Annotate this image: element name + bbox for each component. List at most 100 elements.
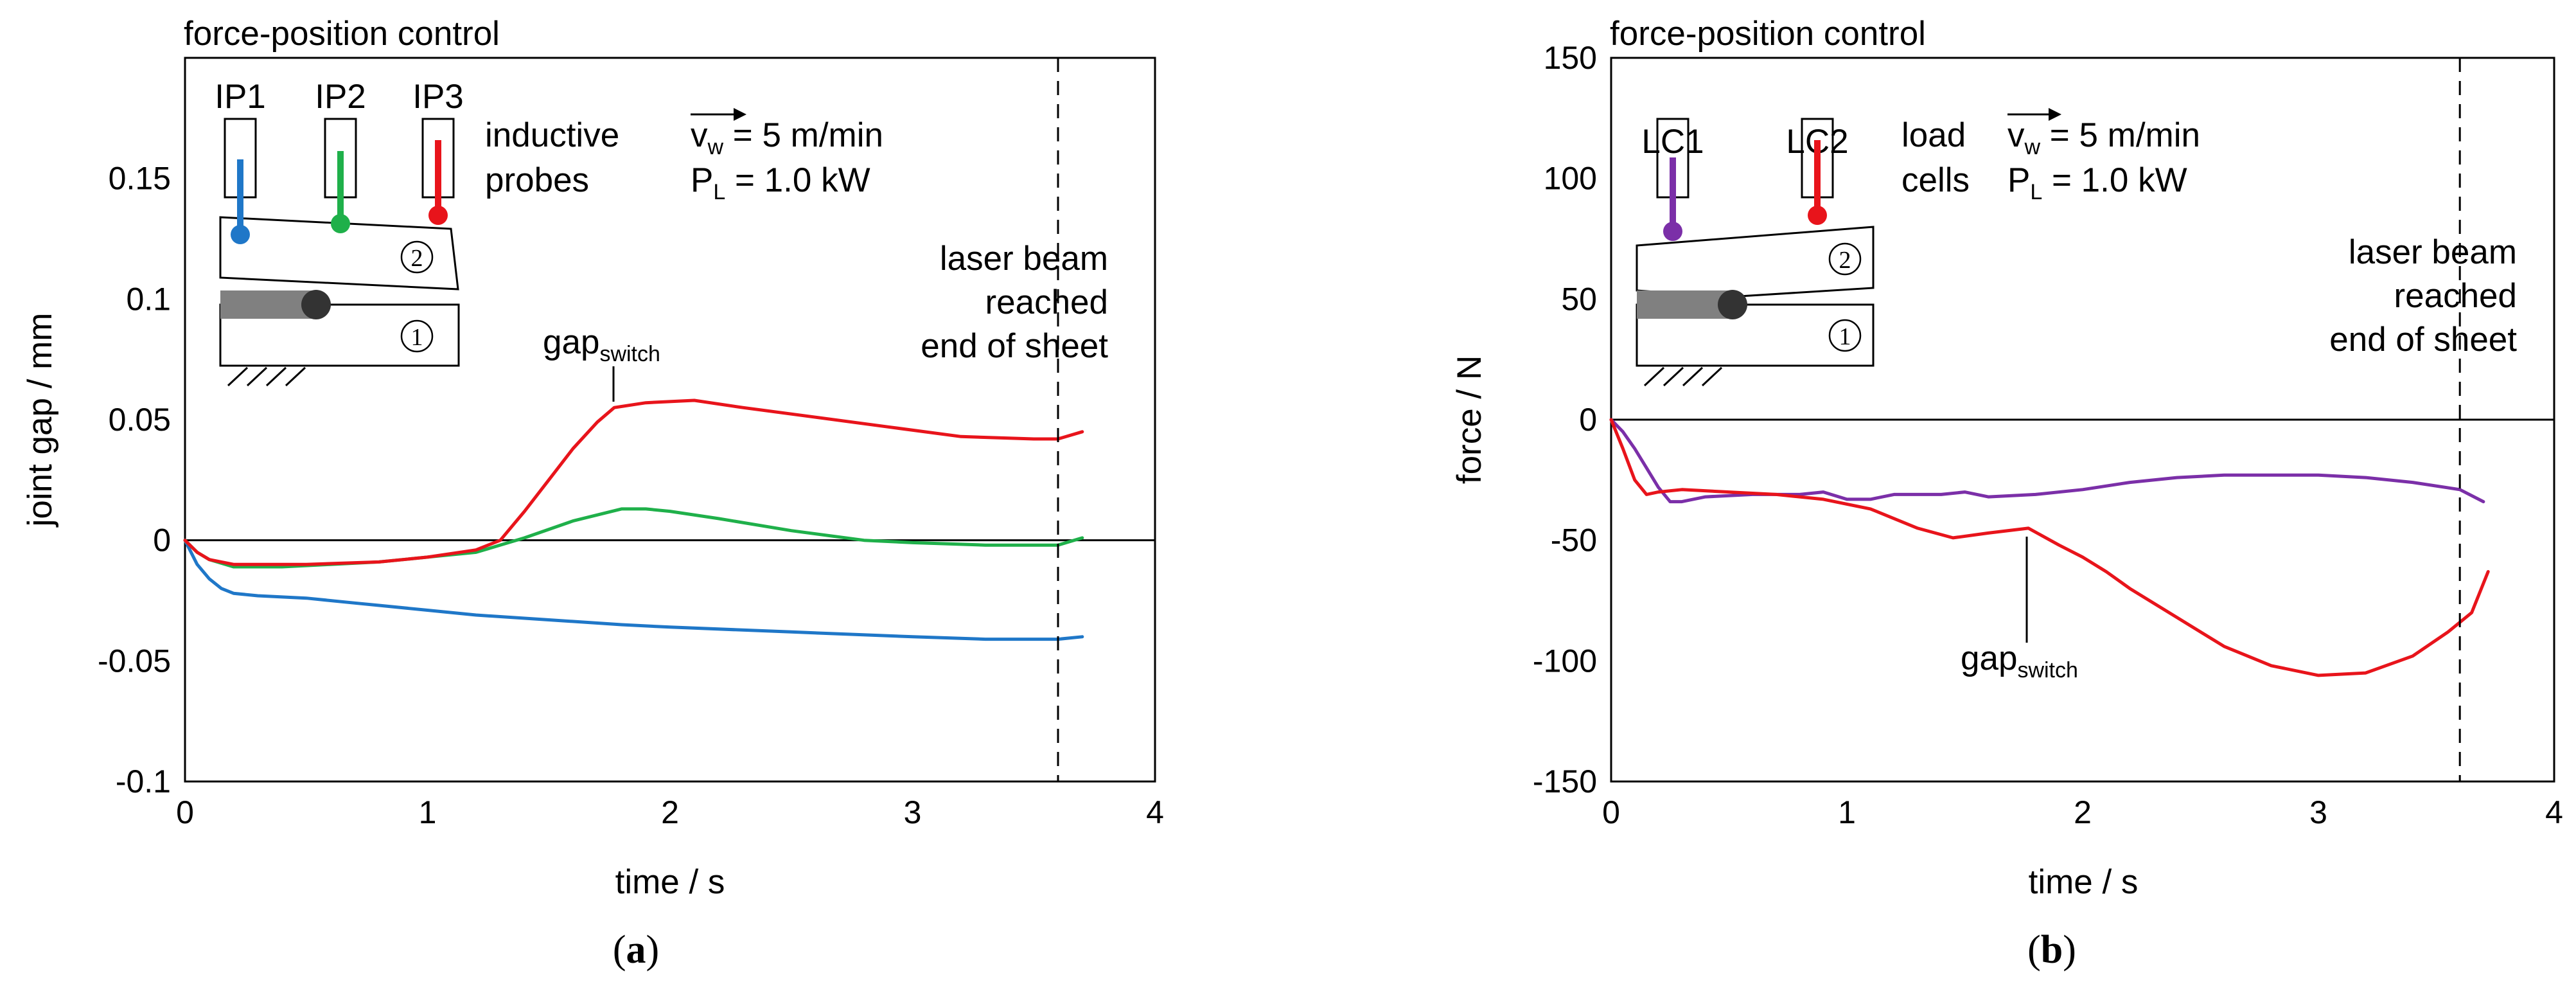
panel-a-y-tick-label: 0.05 bbox=[109, 402, 171, 438]
panel-b-end-note-line3: end of sheet bbox=[2329, 321, 2517, 359]
panel-b-fixture-hatch-1 bbox=[1643, 366, 1665, 387]
panel-a-power-value: = 1.0 kW bbox=[725, 161, 870, 199]
panel-b-sensor-1-tip bbox=[1663, 222, 1682, 241]
panel-a-velocity-sub: w bbox=[707, 135, 724, 159]
panel-a-sensor-2-label: IP2 bbox=[315, 78, 366, 116]
panel-b-velocity-value: = 5 m/min bbox=[2040, 116, 2200, 154]
panel-b-y-tick-label: 150 bbox=[1544, 40, 1597, 76]
panel-b-sensor-desc-line2: cells bbox=[1901, 161, 1970, 199]
panel-a-x-tick-label: 3 bbox=[904, 794, 922, 830]
panel-b-y-tick-label: -50 bbox=[1551, 522, 1597, 558]
panel-a-sheet-1-marker bbox=[400, 319, 434, 353]
panel-b-x-tick-label: 1 bbox=[1838, 794, 1856, 830]
panel-b-y-axis-label: force / N bbox=[1451, 355, 1488, 484]
panel-b-caption-letter: b bbox=[2041, 928, 2063, 972]
panel-a-power-sub: L bbox=[713, 180, 725, 204]
panel-a-sensor-1-tip bbox=[231, 225, 250, 244]
panel-b-x-tick-label: 0 bbox=[1602, 794, 1620, 830]
panel-a-y-tick-label: 0.1 bbox=[126, 281, 171, 317]
panel-a-weld-head bbox=[301, 290, 331, 319]
panel-b-upper-sheet bbox=[1636, 226, 1875, 298]
panel-a-sensor-3-tip bbox=[428, 206, 448, 225]
panel-b-gap-switch-label: gapswitch bbox=[1961, 639, 2078, 683]
panel-a-y-tick-label: -0.1 bbox=[116, 763, 171, 799]
panel-a-fixture-hatch-2 bbox=[246, 366, 268, 387]
panel-b-title: force-position control bbox=[1610, 15, 1926, 53]
panel-a-caption-letter: a bbox=[626, 928, 646, 972]
panel-b-y-tick-label: -100 bbox=[1533, 643, 1597, 679]
panel-a-x-axis-label: time / s bbox=[615, 863, 725, 901]
panel-b-sheet-2-number: 2 bbox=[1839, 247, 1851, 274]
panel-b-x-tick-label: 2 bbox=[2074, 794, 2092, 830]
panel-a-sensor-desc-line1: inductive bbox=[485, 116, 619, 154]
panel-b-x-tick-label: 4 bbox=[2545, 794, 2563, 830]
panel-b-velocity-sub: w bbox=[2024, 135, 2041, 159]
panel-a-sheet-1-number: 1 bbox=[411, 324, 423, 351]
panel-a-y-ticks: -0.1 -0.05 0 0.05 0.1 0.15 bbox=[98, 161, 171, 799]
panel-b-sensor-desc-line1: load bbox=[1901, 116, 1966, 154]
panel-b-y-ticks: -150 -100 -50 0 50 100 150 bbox=[1533, 40, 1597, 799]
panel-a-fixture-hatch-1 bbox=[227, 366, 249, 387]
panel-a-velocity-label: vw = 5 m/min bbox=[691, 116, 883, 159]
panel-a-end-note-line2: reached bbox=[985, 283, 1108, 321]
panel-b-gap-switch-base: gap bbox=[1961, 639, 2017, 677]
panel-b-y-tick-label: -150 bbox=[1533, 763, 1597, 799]
panel-a-gap-switch-label: gapswitch bbox=[543, 323, 660, 366]
panel-b-power-sub: L bbox=[2030, 180, 2042, 204]
panel-a-velocity-value: = 5 m/min bbox=[723, 116, 883, 154]
panel-a-x-tick-label: 4 bbox=[1146, 794, 1164, 830]
panel-a-y-tick-label: -0.05 bbox=[98, 643, 171, 679]
panel-a-fixture-hatch-4 bbox=[285, 366, 306, 387]
panel-a-y-tick-label: 0 bbox=[153, 522, 171, 558]
panel-a-upper-sheet bbox=[219, 216, 459, 290]
panel-b-weld-head bbox=[1718, 290, 1747, 319]
panel-a-series-ip1-line bbox=[183, 539, 1084, 641]
panel-b-power-value: = 1.0 kW bbox=[2042, 161, 2187, 199]
panel-a-y-axis-label: joint gap / mm bbox=[21, 313, 59, 528]
panel-a-sheet-2-number: 2 bbox=[411, 245, 423, 272]
panel-a-x-tick-label: 2 bbox=[661, 794, 679, 830]
panel-a-x-tick-label: 1 bbox=[419, 794, 437, 830]
panel-a-sensor-2-tip bbox=[331, 214, 350, 233]
panel-a-gap-switch-sub: switch bbox=[599, 342, 660, 366]
panel-b: force-position control -150 -100 -50 0 50 100… bbox=[1451, 15, 2563, 972]
panel-a-power-base: P bbox=[691, 161, 713, 199]
panel-a-velocity-base: v bbox=[691, 116, 708, 154]
panel-a-sensor-schematic: inductive probes 2 1 IP1 IP2 I bbox=[215, 78, 619, 387]
panel-a-sensor-desc-line2: probes bbox=[485, 161, 589, 199]
panel-a-sensor-3-label: IP3 bbox=[412, 78, 464, 116]
panel-a-end-note-line3: end of sheet bbox=[921, 327, 1108, 365]
panel-b-y-tick-label: 100 bbox=[1544, 161, 1597, 197]
panel-b-series-lc2-line bbox=[1609, 418, 2490, 677]
panel-a-x-ticks: 0 1 2 3 4 bbox=[176, 794, 1164, 830]
panel-b-fixture-hatch-2 bbox=[1663, 366, 1684, 387]
panel-a-y-tick-label: 0.15 bbox=[109, 161, 171, 197]
panel-b-velocity-arrow-head bbox=[2049, 108, 2061, 121]
panel-a-gap-switch-base: gap bbox=[543, 323, 599, 361]
panel-a-plot-frame bbox=[184, 57, 1156, 783]
panel-b-sensor-1-label: LC1 bbox=[1641, 123, 1704, 161]
panel-a-series-ip2-line bbox=[183, 507, 1084, 569]
panel-a-series bbox=[183, 398, 1155, 641]
panel-b-x-tick-label: 3 bbox=[2309, 794, 2327, 830]
panel-b-sensor-2-tip bbox=[1808, 206, 1827, 225]
panel-b-power-label: PL = 1.0 kW bbox=[2007, 161, 2187, 204]
panel-b-sheet-1-number: 1 bbox=[1839, 323, 1851, 350]
panel-b-end-note-line1: laser beam bbox=[2349, 233, 2517, 271]
panel-b-y-tick-label: 50 bbox=[1561, 281, 1597, 317]
panel-b-fixture-hatch-4 bbox=[1701, 366, 1723, 387]
panel-b-weld-seam bbox=[1637, 290, 1732, 319]
panel-b-y-tick-label: 0 bbox=[1579, 402, 1597, 438]
panel-a-x-tick-label: 0 bbox=[176, 794, 194, 830]
panel-b-sheet-1-marker bbox=[1828, 319, 1862, 352]
panel-a: force-position control -0.1 -0.05 0 0.05 0.1… bbox=[21, 15, 1164, 972]
panel-b-velocity-label: vw = 5 m/min bbox=[2007, 116, 2200, 159]
panel-b-power-base: P bbox=[2007, 161, 2030, 199]
panel-b-fixture-hatch-3 bbox=[1682, 366, 1704, 387]
panel-a-fixture-hatch-3 bbox=[265, 366, 287, 387]
panel-b-x-axis-label: time / s bbox=[2029, 863, 2139, 901]
panel-a-caption: (a) bbox=[613, 928, 659, 972]
panel-b-sheet-2-marker bbox=[1828, 242, 1862, 276]
panel-b-gap-switch-sub: switch bbox=[2017, 658, 2078, 683]
